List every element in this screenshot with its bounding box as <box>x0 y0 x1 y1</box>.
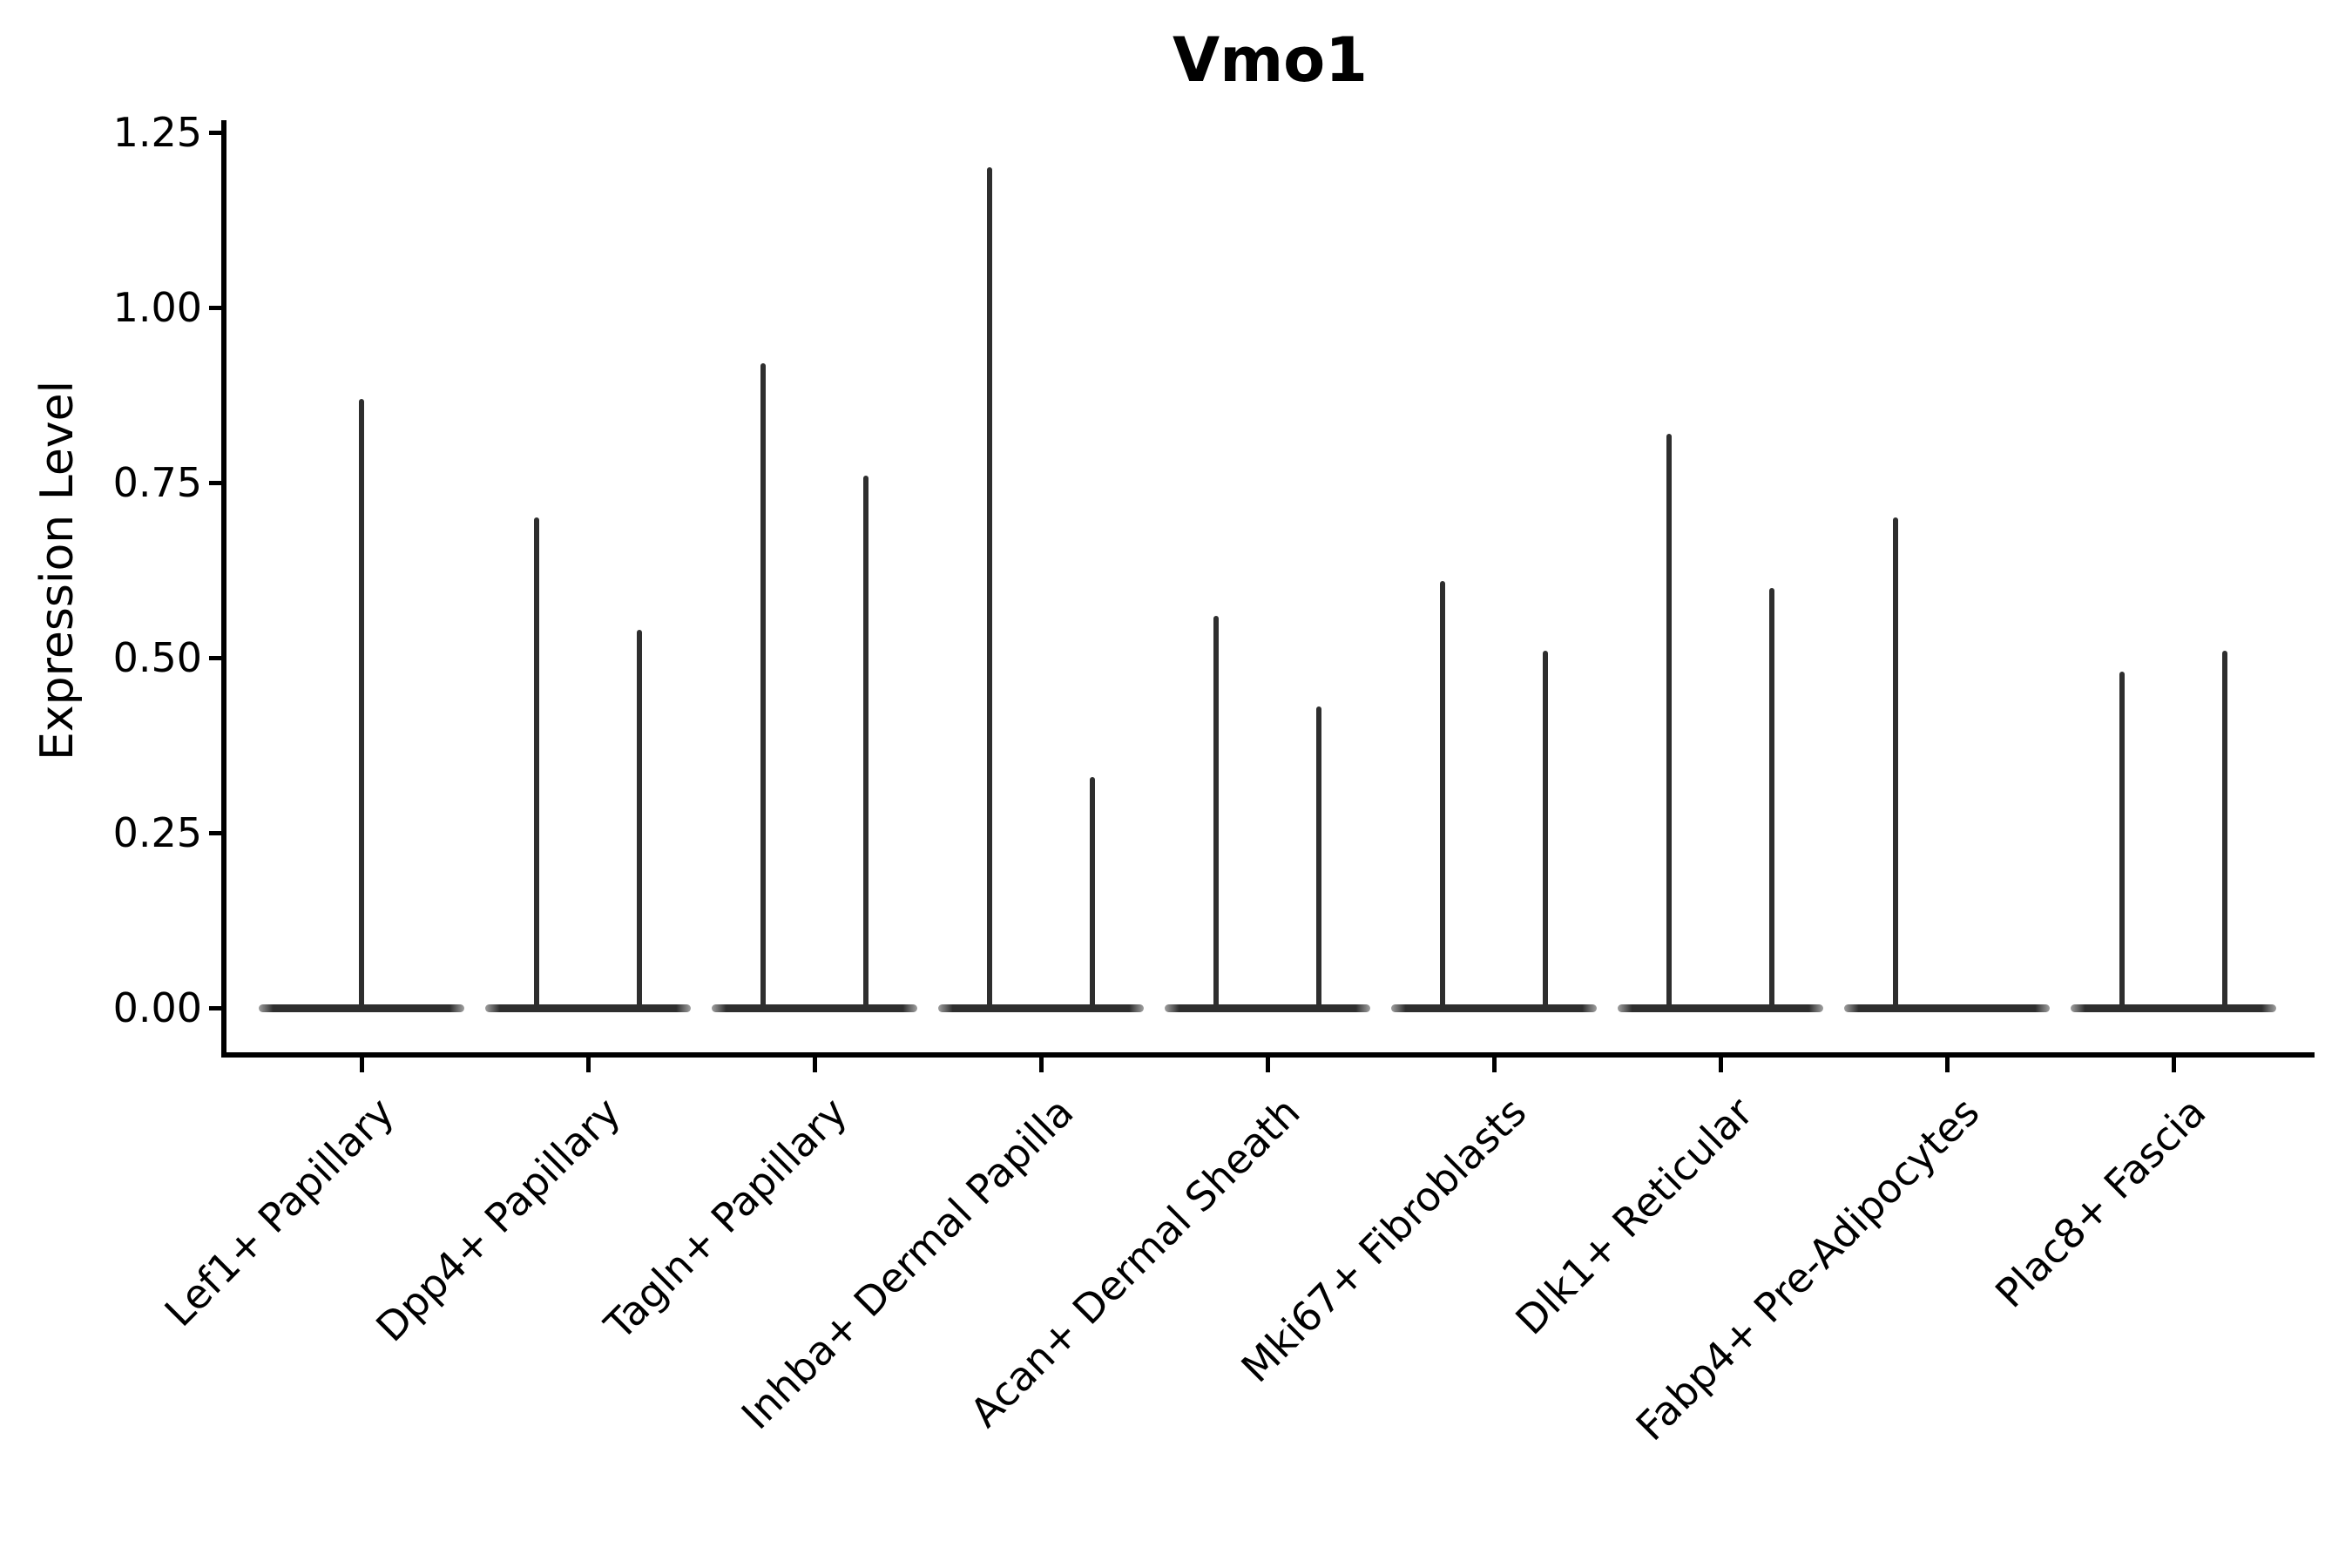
violin-spike <box>2119 672 2125 1008</box>
violin-spike <box>1666 433 1672 1008</box>
violin-spike <box>1213 615 1219 1008</box>
violin-baseline <box>938 1004 1144 1012</box>
violin-spike <box>1543 650 1548 1008</box>
x-tick-mark <box>1266 1058 1270 1072</box>
x-tick-label: Plac8+ Fascia <box>1986 1088 2215 1317</box>
violin-baseline <box>1618 1004 1823 1012</box>
violin-spike <box>1090 776 1095 1008</box>
x-tick-mark <box>1039 1058 1044 1072</box>
violin-baseline <box>1165 1004 1370 1012</box>
x-tick-mark <box>586 1058 591 1072</box>
y-tick-label: 0.00 <box>112 984 202 1031</box>
violin-baseline <box>712 1004 917 1012</box>
y-tick-label: 1.25 <box>112 109 202 156</box>
violin-baseline <box>485 1004 691 1012</box>
x-tick-mark <box>1492 1058 1497 1072</box>
x-tick-mark <box>1719 1058 1723 1072</box>
y-tick-mark <box>209 306 224 310</box>
violin-spike <box>1440 580 1445 1008</box>
violin-baseline <box>2071 1004 2276 1012</box>
violin-spike <box>1316 706 1321 1008</box>
violin-spike <box>863 475 868 1008</box>
y-tick-label: 0.25 <box>112 809 202 856</box>
x-tick-mark <box>2172 1058 2176 1072</box>
y-tick-mark <box>209 831 224 835</box>
y-tick-label: 0.75 <box>112 459 202 506</box>
y-tick-label: 1.00 <box>112 284 202 331</box>
violin-spike <box>760 363 766 1008</box>
violin-spike <box>359 398 364 1008</box>
violin-spike <box>987 167 992 1008</box>
y-axis-spine <box>221 120 226 1058</box>
x-tick-mark <box>1945 1058 1950 1072</box>
x-tick-mark <box>813 1058 817 1072</box>
x-axis-spine <box>221 1052 2315 1058</box>
x-tick-label: Tagln+ Papillary <box>595 1088 856 1349</box>
violin-baseline <box>259 1004 464 1012</box>
chart-title: Vmo1 <box>1173 24 1368 96</box>
y-tick-mark <box>209 656 224 660</box>
y-tick-mark <box>209 131 224 135</box>
violin-spike <box>2222 650 2227 1008</box>
violin-spike <box>1769 587 1774 1008</box>
x-tick-label: Dlk1+ Reticular <box>1506 1088 1762 1344</box>
x-tick-mark <box>360 1058 364 1072</box>
y-tick-mark <box>209 1006 224 1010</box>
x-tick-label: Lef1+ Papillary <box>155 1088 403 1336</box>
y-tick-label: 0.50 <box>112 634 202 681</box>
violin-baseline <box>1391 1004 1597 1012</box>
y-tick-mark <box>209 481 224 485</box>
violin-spike <box>637 629 642 1008</box>
violin-baseline <box>1844 1004 2050 1012</box>
x-tick-label: Dpp4+ Papillary <box>367 1088 630 1351</box>
violin-spike <box>1893 517 1898 1008</box>
violin-spike <box>534 517 539 1008</box>
y-axis-label: Expression Level <box>31 380 84 761</box>
